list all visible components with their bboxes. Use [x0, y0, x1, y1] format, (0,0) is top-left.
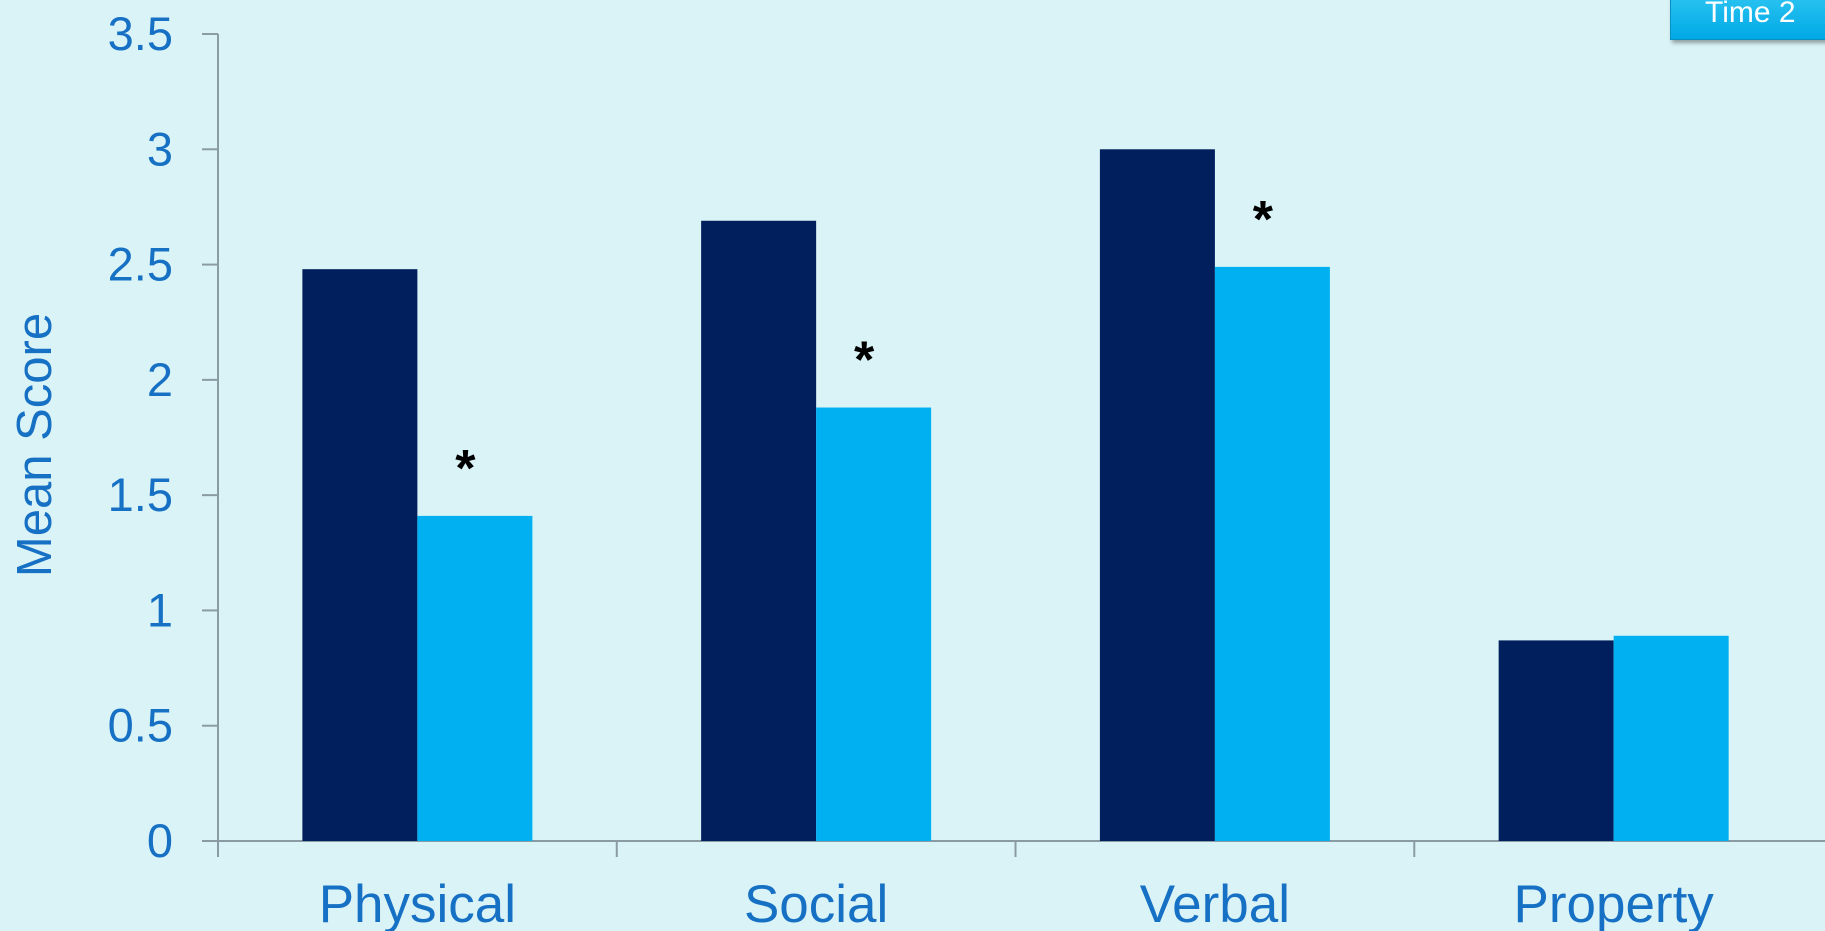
y-tick-label: 0.5	[108, 699, 173, 752]
x-category-label: Social	[744, 875, 888, 931]
x-category-label: Verbal	[1140, 875, 1290, 931]
significance-asterisk: *	[854, 332, 875, 390]
labels: Physical * Social * Verbal * Property	[319, 191, 1715, 931]
bar-social-series-1	[701, 220, 817, 841]
bars	[302, 149, 1729, 842]
bar-property-series-1	[1498, 640, 1614, 841]
x-category-label: Property	[1514, 875, 1715, 931]
bar-social-series-2	[816, 407, 932, 841]
y-axis-title: Mean Score	[8, 313, 62, 577]
bar-verbal-series-1	[1099, 149, 1215, 842]
bar-physical-series-2	[417, 515, 533, 841]
y-tick-label: 3	[147, 122, 173, 175]
y-tick-label: 0	[147, 814, 173, 867]
bar-property-series-2	[1613, 635, 1729, 841]
significance-asterisk: *	[1253, 191, 1274, 249]
y-tick-label: 2	[147, 353, 173, 406]
x-category-label: Physical	[319, 875, 516, 931]
significance-asterisk: *	[455, 440, 476, 498]
bar-physical-series-1	[302, 269, 418, 841]
y-tick-label: 1.5	[108, 468, 173, 521]
legend-entry-time-2: Time 2	[1670, 0, 1825, 40]
x-axis	[217, 840, 1825, 857]
bar-verbal-series-2	[1214, 266, 1330, 841]
y-tick-label: 1	[147, 583, 173, 636]
y-axis: 0 0.5 1 1.5 2 2.5 3 3.5 Mean Score	[8, 7, 219, 867]
y-tick-label: 2.5	[108, 238, 173, 291]
y-tick-label: 3.5	[108, 7, 173, 60]
